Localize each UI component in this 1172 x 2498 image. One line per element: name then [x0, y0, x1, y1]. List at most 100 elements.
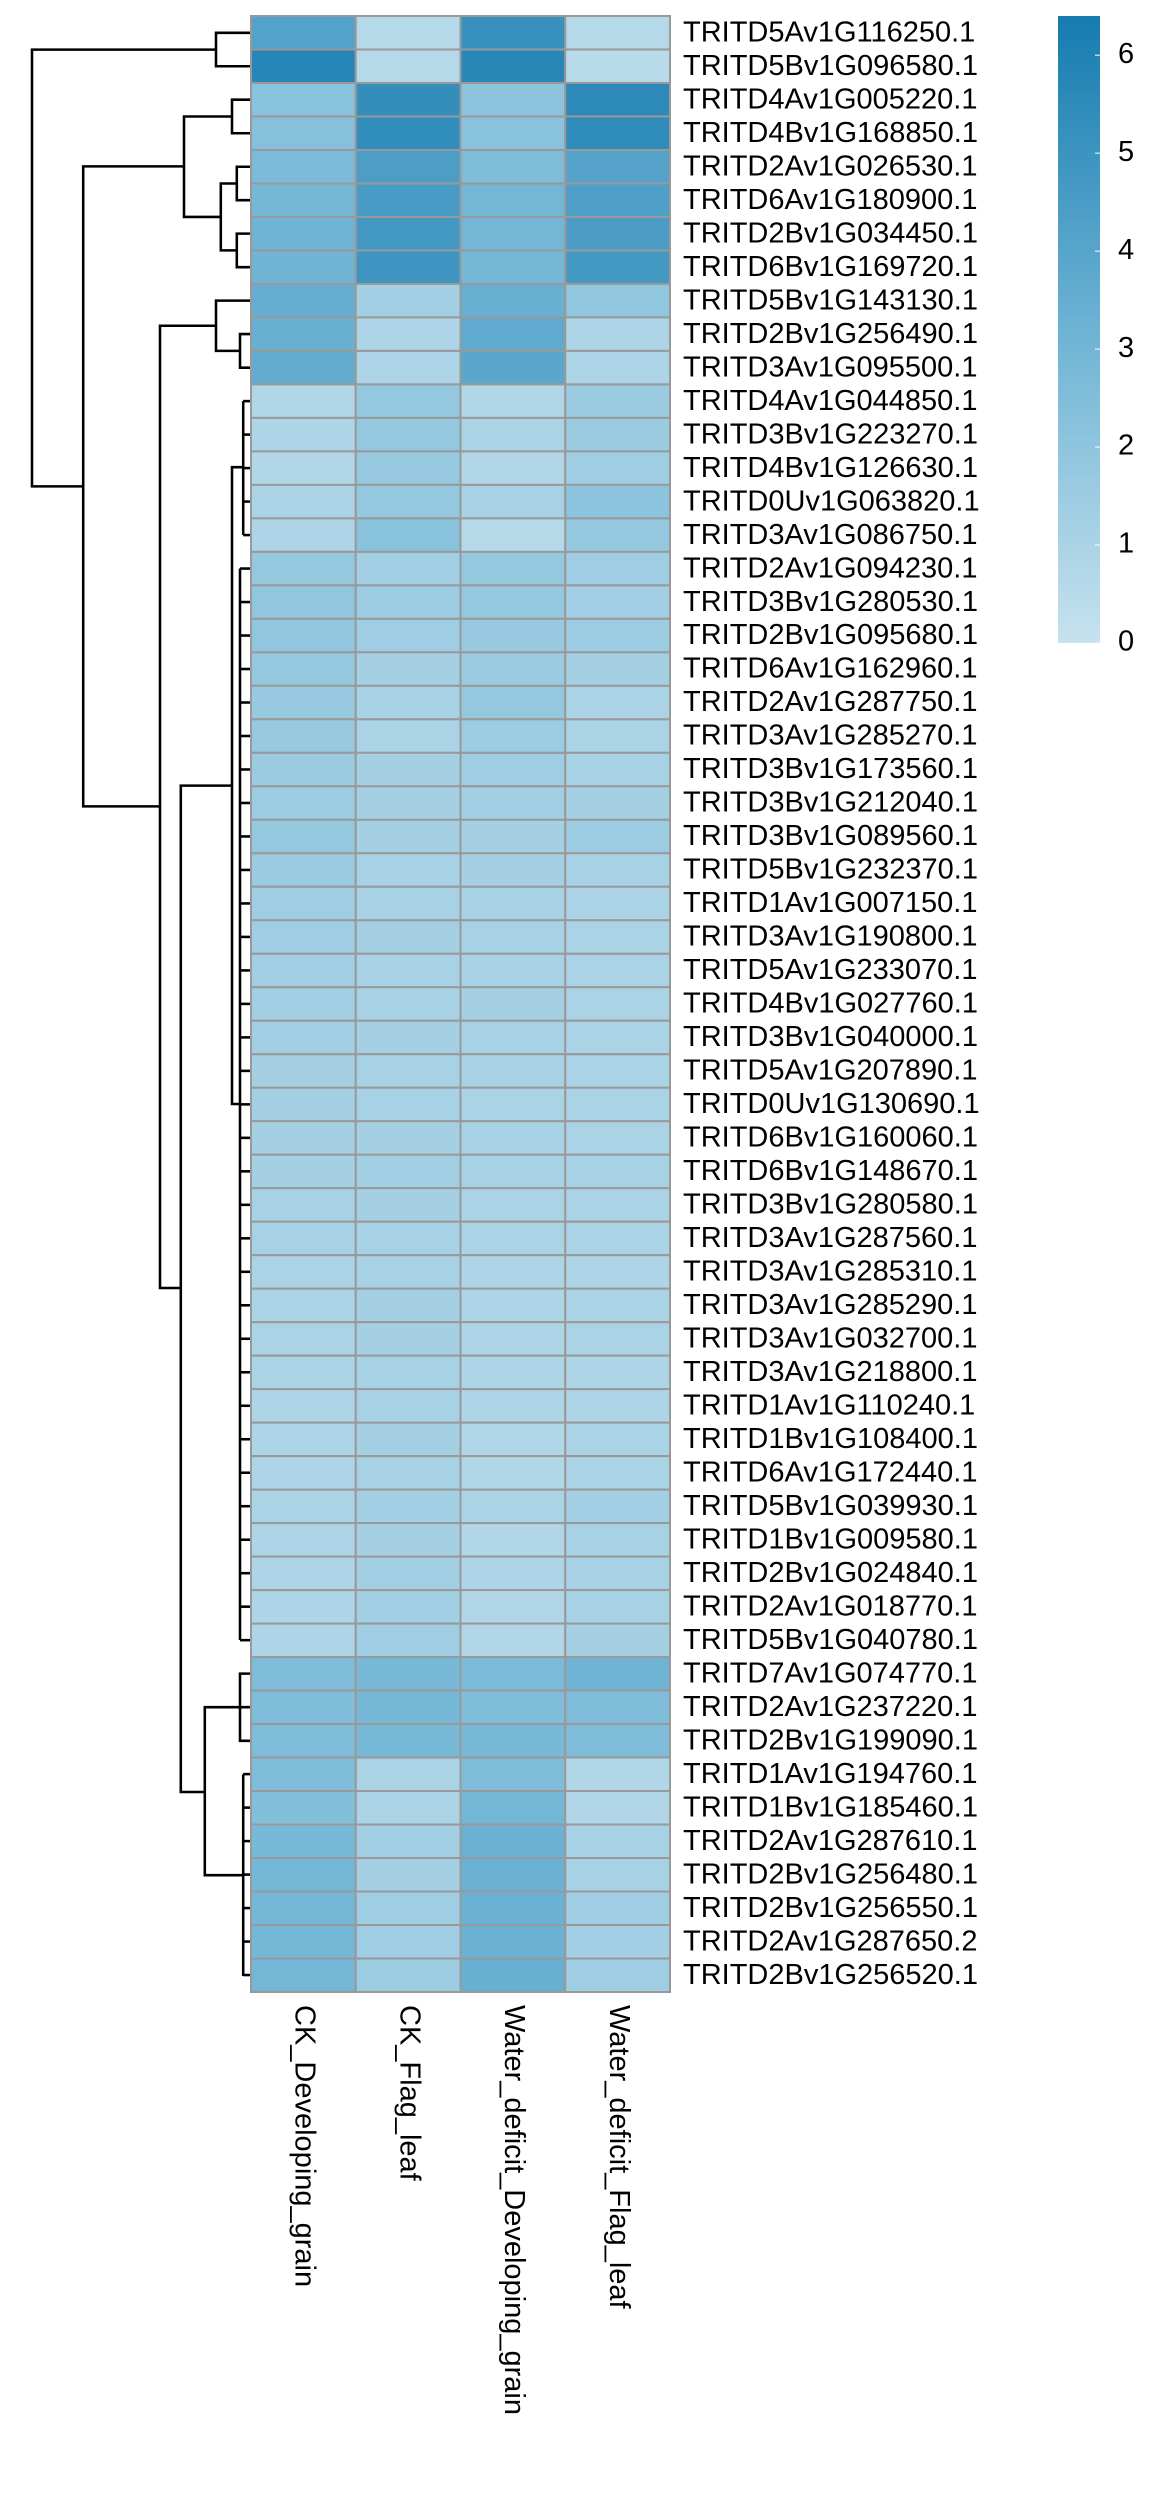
heatmap-cell	[354, 952, 462, 989]
heatmap-cell	[564, 1053, 671, 1089]
heatmap-cell	[564, 1321, 671, 1357]
heatmap-cell	[354, 651, 462, 687]
heatmap-cell	[564, 1823, 671, 1860]
heatmap-cell	[354, 1086, 462, 1123]
heatmap-cell	[354, 148, 462, 185]
row-label: TRITD1Bv1G009580.1	[683, 1524, 978, 1556]
heatmap-cell	[250, 15, 357, 51]
row-label: TRITD6Av1G180900.1	[683, 184, 977, 216]
heatmap-cell	[564, 1522, 671, 1558]
row-label: TRITD2Av1G287650.2	[683, 1925, 977, 1957]
row-label: TRITD6Bv1G169720.1	[683, 251, 978, 283]
heatmap-cell	[354, 383, 462, 419]
heatmap-cell	[250, 1421, 357, 1458]
heatmap-cell	[354, 1019, 462, 1056]
heatmap-cell	[250, 785, 357, 821]
heatmap-cell	[459, 550, 567, 587]
row-label: TRITD5Bv1G143130.1	[683, 284, 978, 316]
heatmap-cell	[459, 115, 567, 151]
heatmap-cell	[459, 1086, 567, 1123]
heatmap-cell	[354, 785, 462, 821]
heatmap-cell	[354, 81, 462, 118]
heatmap-cell	[250, 1622, 357, 1659]
heatmap-cell	[564, 617, 671, 654]
heatmap-cell	[564, 1120, 671, 1156]
heatmap-cell	[250, 282, 357, 319]
heatmap-cell	[354, 1488, 462, 1525]
row-label: TRITD5Bv1G040780.1	[683, 1624, 978, 1656]
heatmap-cell	[354, 1723, 462, 1759]
heatmap-cell	[354, 1120, 462, 1156]
heatmap-cell	[250, 751, 357, 788]
heatmap-cell	[459, 249, 567, 285]
row-label: TRITD1Av1G110240.1	[683, 1390, 975, 1422]
heatmap-cell	[250, 1555, 357, 1592]
heatmap-cell	[459, 852, 567, 888]
heatmap-cell	[250, 148, 357, 185]
heatmap-cell	[459, 1689, 567, 1726]
row-label: TRITD2Av1G287610.1	[683, 1825, 977, 1857]
heatmap-cell	[564, 282, 671, 319]
heatmap-cell	[459, 1421, 567, 1458]
heatmap-cell	[354, 986, 462, 1022]
row-label: TRITD5Av1G233070.1	[683, 954, 977, 986]
row-label: TRITD2Bv1G256520.1	[683, 1959, 978, 1991]
heatmap-cell	[564, 15, 671, 51]
heatmap-cell	[564, 1555, 671, 1592]
heatmap-cell	[250, 1287, 357, 1324]
heatmap-cell	[250, 1187, 357, 1223]
heatmap-cell	[354, 751, 462, 788]
heatmap-cell	[459, 1321, 567, 1357]
heatmap-cell	[459, 651, 567, 687]
heatmap-cell	[459, 1287, 567, 1324]
heatmap-cell	[250, 1924, 357, 1960]
heatmap-cell	[354, 483, 462, 520]
heatmap-cell	[354, 416, 462, 453]
heatmap-cell	[354, 1053, 462, 1089]
row-label: TRITD3Bv1G280530.1	[683, 586, 978, 618]
heatmap-cell	[459, 1388, 567, 1424]
heatmap-cell	[250, 182, 357, 218]
heatmap-cell	[564, 1790, 671, 1826]
heatmap-cell	[564, 1287, 671, 1324]
heatmap-cell	[459, 416, 567, 453]
heatmap-cell	[354, 48, 462, 84]
heatmap-cell	[250, 1455, 357, 1491]
heatmap-cell	[564, 81, 671, 118]
heatmap-cell	[250, 1086, 357, 1123]
heatmap-cell	[459, 1756, 567, 1793]
heatmap-cell	[354, 1153, 462, 1190]
heatmap-cell	[354, 249, 462, 285]
row-label: TRITD0Uv1G063820.1	[683, 485, 980, 517]
row-label: TRITD4Bv1G027760.1	[683, 988, 978, 1020]
heatmap-cell	[459, 316, 567, 352]
heatmap-cell	[459, 517, 567, 553]
heatmap-cell	[564, 818, 671, 855]
row-label: TRITD4Bv1G126630.1	[683, 452, 978, 484]
heatmap-cell	[564, 1086, 671, 1123]
heatmap-cell	[459, 885, 567, 922]
row-label: TRITD2Bv1G095680.1	[683, 619, 978, 651]
heatmap-cell	[250, 1153, 357, 1190]
heatmap-cell	[459, 1354, 567, 1391]
row-label: TRITD5Av1G207890.1	[683, 1055, 977, 1087]
heatmap-cell	[354, 1522, 462, 1558]
heatmap-cell	[250, 1756, 357, 1793]
row-label: TRITD3Av1G190800.1	[683, 921, 977, 953]
row-label: TRITD5Av1G116250.1	[683, 16, 975, 48]
heatmap-cell	[564, 1388, 671, 1424]
heatmap-cell	[354, 584, 462, 620]
heatmap-cell	[564, 182, 671, 218]
heatmap-cell	[459, 349, 567, 386]
heatmap-cell	[354, 1187, 462, 1223]
heatmap-cell	[459, 1924, 567, 1960]
heatmap-cell	[564, 1153, 671, 1190]
colorbar-tick-label: 1	[1118, 528, 1134, 560]
heatmap-cell	[564, 1957, 671, 1993]
heatmap-cell	[459, 751, 567, 788]
row-label: TRITD2Bv1G024840.1	[683, 1557, 978, 1589]
heatmap-cell	[564, 1723, 671, 1759]
heatmap-cell	[250, 684, 357, 721]
heatmap-cell	[564, 148, 671, 185]
heatmap-cell	[354, 1823, 462, 1860]
